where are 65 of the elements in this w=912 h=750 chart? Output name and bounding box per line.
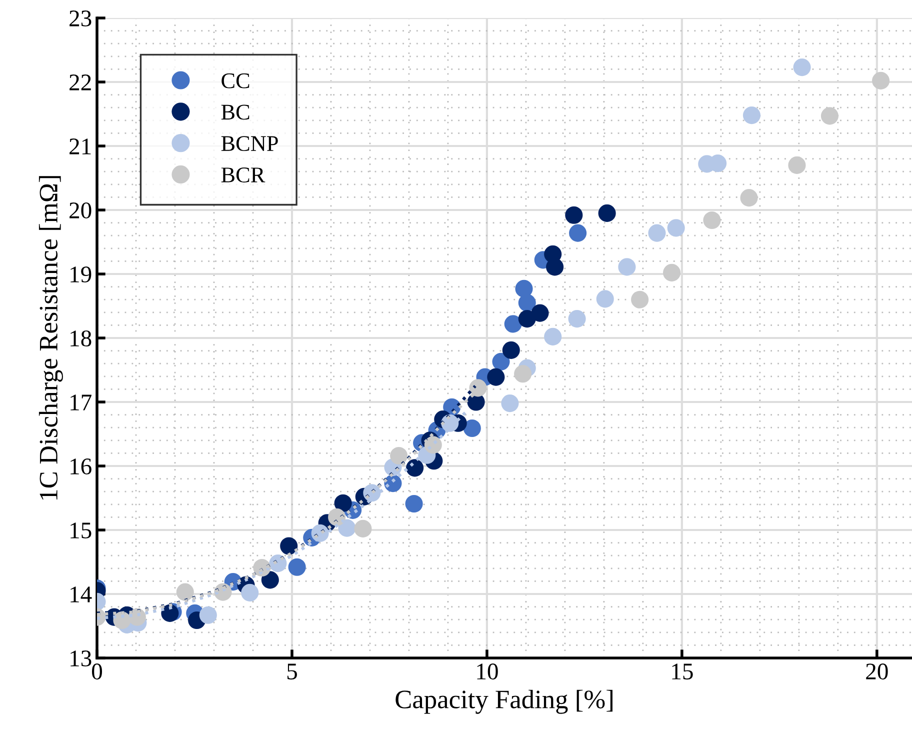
point (241, 584, 259, 602)
point (176, 583, 194, 601)
point (288, 558, 306, 576)
point (504, 315, 522, 333)
y-tick-label: 15 (70, 522, 92, 538)
point (515, 280, 533, 298)
y-tick-label: 16 (70, 458, 92, 474)
point (463, 419, 481, 438)
point (568, 310, 586, 328)
point (648, 224, 666, 242)
x-tick-label: 0 (92, 664, 102, 680)
point (872, 72, 890, 90)
point (334, 494, 352, 512)
point (487, 368, 505, 386)
point (531, 304, 549, 322)
point (618, 258, 636, 276)
point (788, 156, 806, 174)
y-tick-label: 17 (70, 394, 92, 410)
point (663, 264, 681, 282)
point (492, 352, 510, 370)
point (280, 537, 298, 555)
point (406, 459, 424, 477)
point (469, 379, 487, 397)
legend-label: CC (222, 73, 250, 88)
point (703, 211, 721, 230)
point (546, 258, 564, 276)
x-tick-label: 10 (477, 664, 498, 680)
point (598, 204, 616, 222)
point (405, 494, 423, 513)
point (502, 341, 520, 359)
point (631, 290, 649, 308)
y-tick-label: 21 (70, 138, 91, 154)
x-tick-label: 20 (866, 664, 888, 680)
y-tick-label: 22 (70, 74, 91, 90)
y-tick-label: 18 (70, 330, 92, 346)
y-tick-label: 13 (70, 650, 92, 666)
point (501, 394, 519, 412)
point (742, 106, 761, 124)
point (569, 224, 587, 242)
point (354, 520, 372, 538)
point (596, 290, 614, 308)
point (518, 294, 536, 312)
x-tick-label: 5 (287, 664, 297, 680)
legend-label: BC (221, 104, 250, 120)
y-axis-title: 1C Discharge Resistance [mΩ] (38, 176, 63, 500)
point (161, 604, 179, 622)
legend-label: BCR (221, 168, 266, 182)
x-tick-label: 15 (672, 664, 693, 680)
y-tick-label: 19 (70, 266, 92, 282)
point (390, 446, 408, 465)
y-tick-label: 23 (70, 10, 92, 26)
point (261, 571, 279, 589)
legend-label: BCNP (221, 136, 278, 152)
point (518, 310, 536, 328)
point (820, 107, 839, 125)
point (667, 219, 685, 237)
point (565, 206, 583, 224)
y-tick-label: 20 (70, 202, 92, 218)
point (793, 58, 811, 76)
point (740, 189, 758, 207)
point (199, 606, 217, 624)
point (514, 365, 532, 383)
x-axis-title: Capacity Fading [%] (396, 690, 612, 714)
y-tick-label: 14 (70, 586, 92, 602)
point (544, 328, 562, 346)
